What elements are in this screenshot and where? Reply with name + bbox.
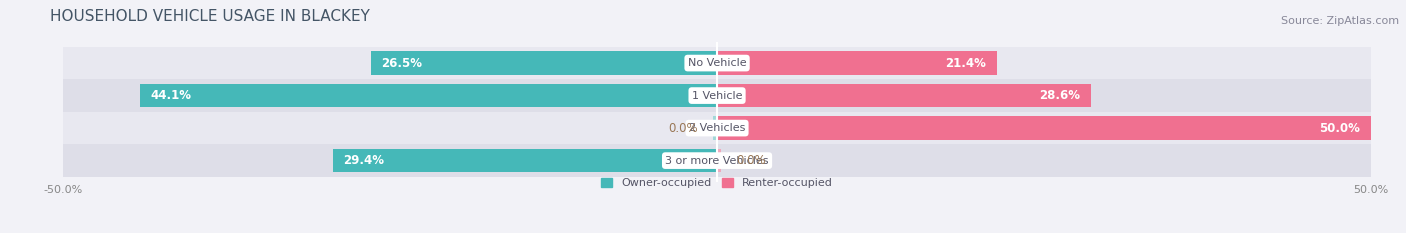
- Text: 0.0%: 0.0%: [668, 122, 697, 135]
- Text: 50.0%: 50.0%: [1319, 122, 1361, 135]
- Text: 28.6%: 28.6%: [1039, 89, 1081, 102]
- Bar: [141, 84, 717, 107]
- Text: 2 Vehicles: 2 Vehicles: [689, 123, 745, 133]
- Text: 3 or more Vehicles: 3 or more Vehicles: [665, 156, 769, 166]
- Bar: [717, 51, 997, 75]
- Text: 29.4%: 29.4%: [343, 154, 384, 167]
- Text: 0.0%: 0.0%: [737, 154, 766, 167]
- Text: 44.1%: 44.1%: [150, 89, 191, 102]
- Bar: [371, 51, 717, 75]
- Text: 26.5%: 26.5%: [381, 57, 422, 70]
- Bar: [717, 149, 721, 172]
- Text: No Vehicle: No Vehicle: [688, 58, 747, 68]
- Bar: [63, 112, 1371, 144]
- Bar: [713, 116, 717, 140]
- Bar: [63, 79, 1371, 112]
- Legend: Owner-occupied, Renter-occupied: Owner-occupied, Renter-occupied: [596, 174, 838, 193]
- Text: 21.4%: 21.4%: [946, 57, 987, 70]
- Bar: [717, 84, 1091, 107]
- Text: HOUSEHOLD VEHICLE USAGE IN BLACKEY: HOUSEHOLD VEHICLE USAGE IN BLACKEY: [51, 9, 370, 24]
- Bar: [63, 47, 1371, 79]
- Text: Source: ZipAtlas.com: Source: ZipAtlas.com: [1281, 16, 1399, 26]
- Bar: [717, 116, 1371, 140]
- Text: 1 Vehicle: 1 Vehicle: [692, 91, 742, 101]
- Bar: [333, 149, 717, 172]
- Bar: [63, 144, 1371, 177]
